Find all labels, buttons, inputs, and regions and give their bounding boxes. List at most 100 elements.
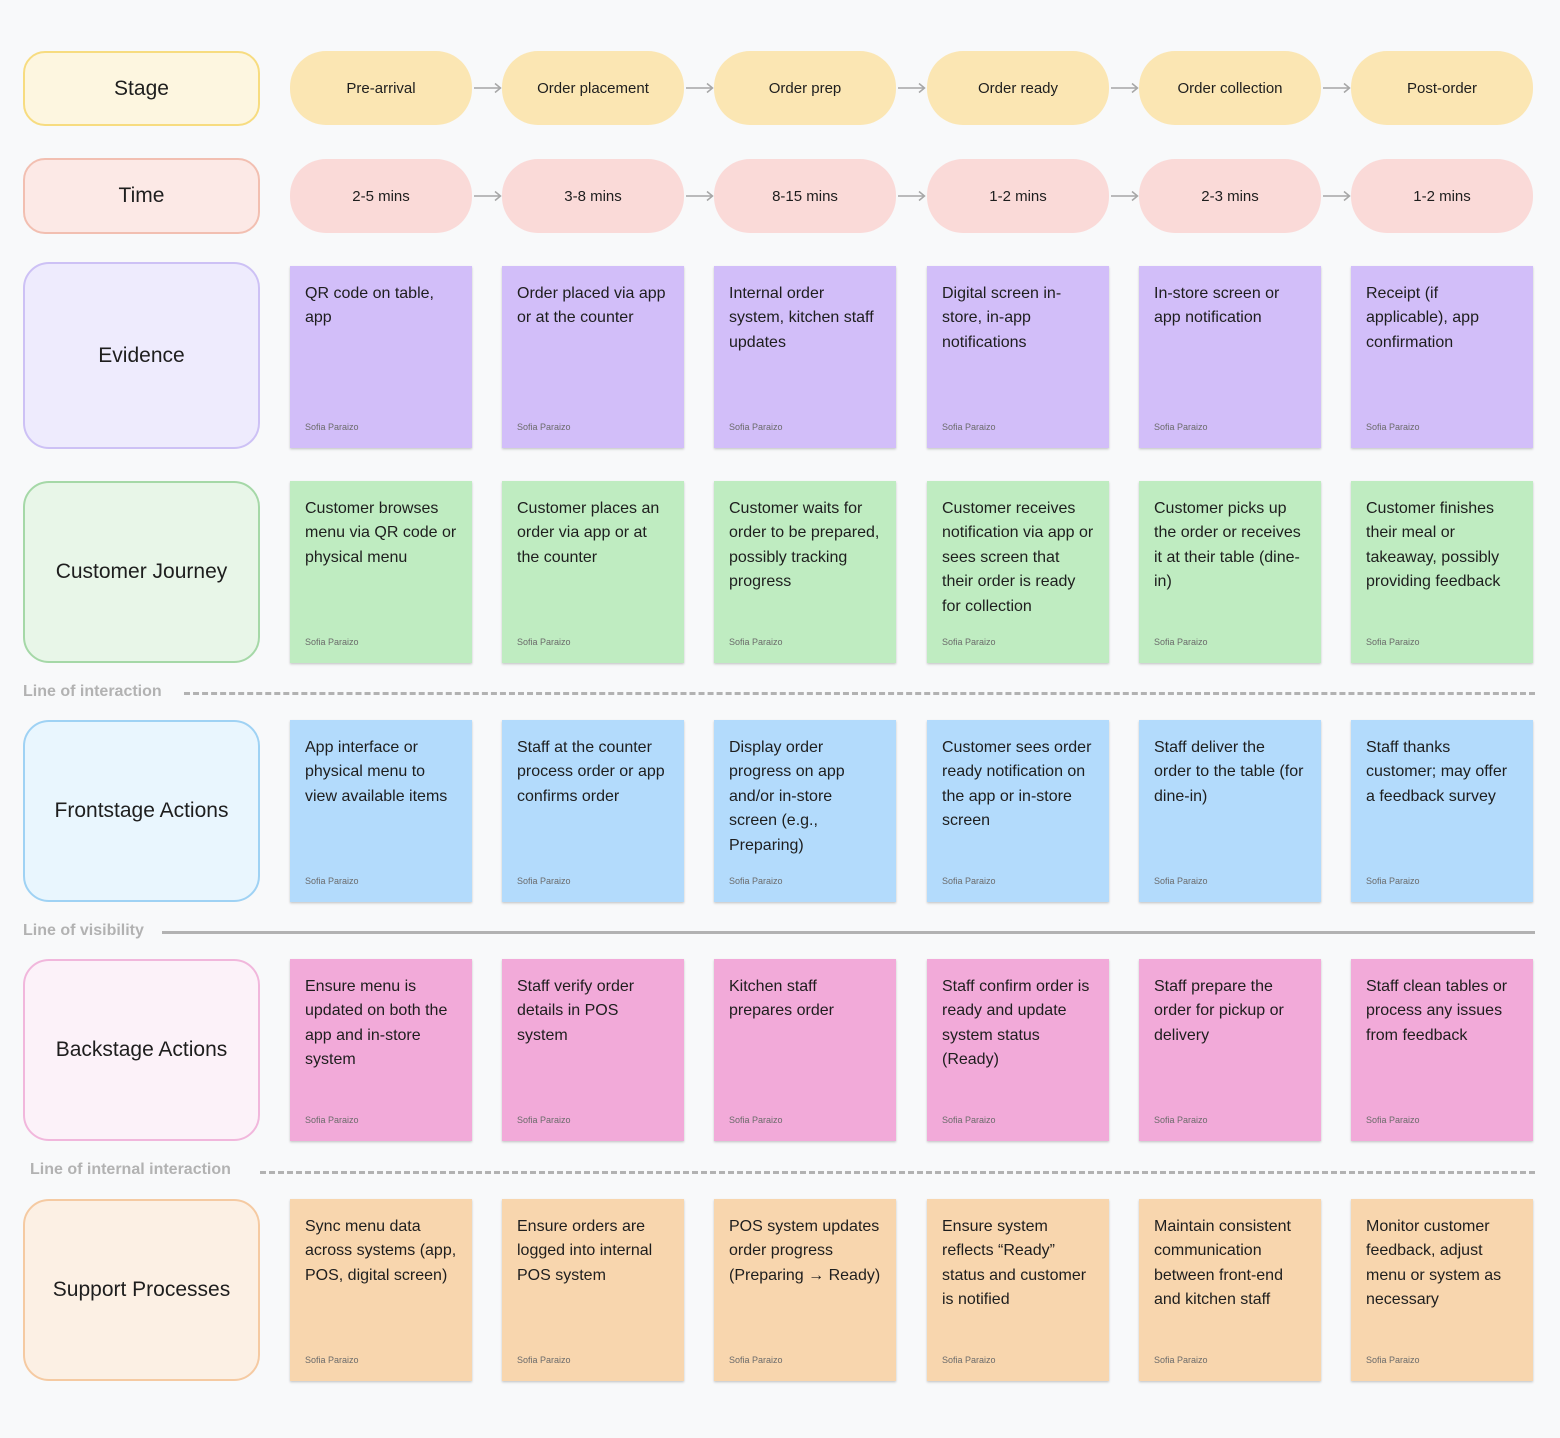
arrow-right-icon bbox=[898, 82, 926, 94]
sticky-note-text: Staff confirm order is ready and update … bbox=[942, 978, 1090, 1069]
support-sticky-note: POS system updates order progress (Prepa… bbox=[714, 1199, 896, 1381]
sticky-note-author: Sofia Paraizo bbox=[942, 637, 996, 647]
sticky-note-text: QR code on table, app bbox=[305, 285, 434, 327]
arrow-right-icon bbox=[1323, 82, 1351, 94]
journey-sticky-note: Customer finishes their meal or takeaway… bbox=[1351, 481, 1533, 663]
sticky-note-author: Sofia Paraizo bbox=[305, 1355, 359, 1365]
sticky-note-author: Sofia Paraizo bbox=[1366, 637, 1420, 647]
stage-pill: Order ready bbox=[927, 51, 1109, 125]
arrow-right-icon bbox=[686, 82, 714, 94]
sticky-note-text: Staff deliver the order to the table (fo… bbox=[1154, 739, 1304, 805]
arrow-right-icon bbox=[1111, 82, 1139, 94]
evidence-sticky-note: QR code on table, app Sofia Paraizo bbox=[290, 266, 472, 448]
sticky-note-text: Ensure orders are logged into internal P… bbox=[517, 1218, 653, 1284]
row-label-stage: Stage bbox=[23, 51, 260, 126]
sticky-note-author: Sofia Paraizo bbox=[305, 1115, 359, 1125]
sticky-note-author: Sofia Paraizo bbox=[942, 1355, 996, 1365]
journey-sticky-note: Customer places an order via app or at t… bbox=[502, 481, 684, 663]
arrow-right-icon bbox=[686, 190, 714, 202]
support-sticky-note: Ensure system reflects “Ready” status an… bbox=[927, 1199, 1109, 1381]
backstage-sticky-note: Ensure menu is updated on both the app a… bbox=[290, 959, 472, 1141]
separator-line-interaction bbox=[184, 692, 1535, 695]
sticky-note-text: Receipt (if applicable), app confirmatio… bbox=[1366, 285, 1479, 351]
sticky-note-text: Display order progress on app and/or in-… bbox=[729, 739, 845, 854]
arrow-right-icon bbox=[474, 82, 502, 94]
sticky-note-text: Customer picks up the order or receives … bbox=[1154, 500, 1301, 591]
sticky-note-author: Sofia Paraizo bbox=[942, 422, 996, 432]
sticky-note-author: Sofia Paraizo bbox=[517, 637, 571, 647]
sticky-note-author: Sofia Paraizo bbox=[1154, 422, 1208, 432]
sticky-note-text: Customer browses menu via QR code or phy… bbox=[305, 500, 457, 566]
sticky-note-author: Sofia Paraizo bbox=[305, 422, 359, 432]
sticky-note-author: Sofia Paraizo bbox=[729, 637, 783, 647]
sticky-note-author: Sofia Paraizo bbox=[729, 876, 783, 886]
sticky-note-text: Customer waits for order to be prepared,… bbox=[729, 500, 880, 591]
stage-pill: Order prep bbox=[714, 51, 896, 125]
sticky-note-text: Ensure system reflects “Ready” status an… bbox=[942, 1218, 1087, 1309]
sticky-note-text: Staff prepare the order for pickup or de… bbox=[1154, 978, 1284, 1044]
frontstage-sticky-note: Customer sees order ready notification o… bbox=[927, 720, 1109, 902]
backstage-sticky-note: Kitchen staff prepares order Sofia Paraiz… bbox=[714, 959, 896, 1141]
arrow-right-icon bbox=[898, 190, 926, 202]
sticky-note-author: Sofia Paraizo bbox=[1366, 876, 1420, 886]
time-pill: 1-2 mins bbox=[927, 159, 1109, 233]
support-sticky-note: Maintain consistent communication betwee… bbox=[1139, 1199, 1321, 1381]
line-label-visibility: Line of visibility bbox=[23, 922, 144, 939]
sticky-note-author: Sofia Paraizo bbox=[729, 1355, 783, 1365]
line-label-interaction: Line of interaction bbox=[23, 683, 162, 700]
time-pill: 3-8 mins bbox=[502, 159, 684, 233]
support-sticky-note: Monitor customer feedback, adjust menu o… bbox=[1351, 1199, 1533, 1381]
sticky-note-text: Staff clean tables or process any issues… bbox=[1366, 978, 1508, 1044]
line-label-internal: Line of internal interaction bbox=[30, 1161, 231, 1178]
frontstage-sticky-note: App interface or physical menu to view a… bbox=[290, 720, 472, 902]
sticky-note-author: Sofia Paraizo bbox=[1154, 637, 1208, 647]
sticky-note-author: Sofia Paraizo bbox=[942, 876, 996, 886]
evidence-sticky-note: Receipt (if applicable), app confirmatio… bbox=[1351, 266, 1533, 448]
sticky-note-text: Monitor customer feedback, adjust menu o… bbox=[1366, 1218, 1502, 1309]
sticky-note-text: Staff at the counter process order or ap… bbox=[517, 739, 665, 805]
stage-pill: Order collection bbox=[1139, 51, 1321, 125]
journey-sticky-note: Customer picks up the order or receives … bbox=[1139, 481, 1321, 663]
time-pill: 2-3 mins bbox=[1139, 159, 1321, 233]
row-label-evidence: Evidence bbox=[23, 262, 260, 449]
sticky-note-author: Sofia Paraizo bbox=[942, 1115, 996, 1125]
sticky-note-text: Customer receives notification via app o… bbox=[942, 500, 1094, 615]
row-label-time: Time bbox=[23, 158, 260, 234]
sticky-note-author: Sofia Paraizo bbox=[1154, 1115, 1208, 1125]
time-pill: 2-5 mins bbox=[290, 159, 472, 233]
support-sticky-note: Ensure orders are logged into internal P… bbox=[502, 1199, 684, 1381]
sticky-note-text: Customer places an order via app or at t… bbox=[517, 500, 660, 566]
sticky-note-author: Sofia Paraizo bbox=[517, 1355, 571, 1365]
sticky-note-author: Sofia Paraizo bbox=[729, 1115, 783, 1125]
journey-sticky-note: Customer browses menu via QR code or phy… bbox=[290, 481, 472, 663]
sticky-note-text: POS system updates order progress (Prepa… bbox=[729, 1218, 881, 1284]
frontstage-sticky-note: Staff deliver the order to the table (fo… bbox=[1139, 720, 1321, 902]
separator-line-internal bbox=[260, 1171, 1535, 1174]
sticky-note-text: Customer finishes their meal or takeaway… bbox=[1366, 500, 1501, 591]
backstage-sticky-note: Staff prepare the order for pickup or de… bbox=[1139, 959, 1321, 1141]
sticky-note-text: Customer sees order ready notification o… bbox=[942, 739, 1092, 830]
sticky-note-text: Order placed via app or at the counter bbox=[517, 285, 666, 327]
arrow-right-icon bbox=[1111, 190, 1139, 202]
evidence-sticky-note: Order placed via app or at the counter So… bbox=[502, 266, 684, 448]
arrow-right-icon bbox=[1323, 190, 1351, 202]
sticky-note-author: Sofia Paraizo bbox=[517, 876, 571, 886]
row-label-backstage: Backstage Actions bbox=[23, 959, 260, 1141]
backstage-sticky-note: Staff confirm order is ready and update … bbox=[927, 959, 1109, 1141]
sticky-note-author: Sofia Paraizo bbox=[517, 1115, 571, 1125]
journey-sticky-note: Customer waits for order to be prepared,… bbox=[714, 481, 896, 663]
sticky-note-author: Sofia Paraizo bbox=[305, 876, 359, 886]
sticky-note-author: Sofia Paraizo bbox=[305, 637, 359, 647]
stage-pill: Order placement bbox=[502, 51, 684, 125]
time-pill: 1-2 mins bbox=[1351, 159, 1533, 233]
sticky-note-text: Staff verify order details in POS system bbox=[517, 978, 635, 1044]
backstage-sticky-note: Staff clean tables or process any issues… bbox=[1351, 959, 1533, 1141]
sticky-note-author: Sofia Paraizo bbox=[1366, 422, 1420, 432]
row-label-support: Support Processes bbox=[23, 1199, 260, 1381]
sticky-note-author: Sofia Paraizo bbox=[1366, 1115, 1420, 1125]
sticky-note-text: Staff thanks customer; may offer a feedb… bbox=[1366, 739, 1508, 805]
frontstage-sticky-note: Display order progress on app and/or in-… bbox=[714, 720, 896, 902]
sticky-note-author: Sofia Paraizo bbox=[1154, 876, 1208, 886]
sticky-note-author: Sofia Paraizo bbox=[1154, 1355, 1208, 1365]
sticky-note-text: Sync menu data across systems (app, POS,… bbox=[305, 1218, 457, 1284]
